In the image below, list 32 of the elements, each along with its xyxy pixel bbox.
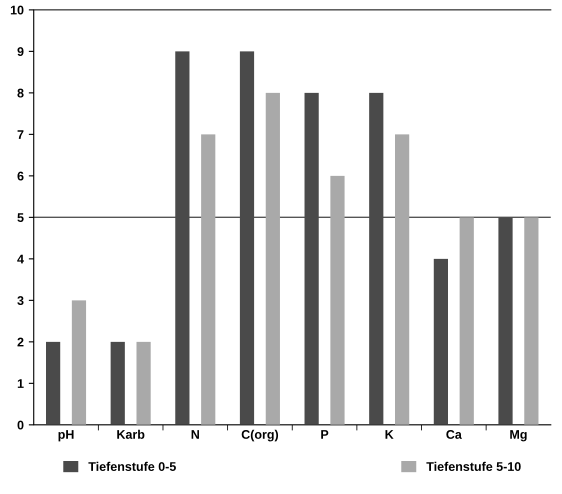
x-tick-label: Ca — [446, 430, 462, 439]
bar — [72, 300, 86, 425]
x-tick-label: N — [192, 430, 199, 439]
bar — [395, 134, 410, 425]
bar — [266, 92, 280, 425]
y-tick-label: 0 — [18, 420, 24, 430]
y-tick-label: 9 — [17, 47, 24, 56]
bar — [46, 342, 60, 425]
x-tick-label: pH — [58, 430, 74, 442]
y-tick-label: 4 — [17, 254, 24, 264]
bar — [330, 176, 345, 425]
y-tick-label: 5 — [17, 213, 24, 222]
y-tick-label: 7 — [18, 130, 24, 139]
legend-label: Tiefenstufe 5-10 — [426, 462, 521, 471]
bar — [434, 258, 448, 425]
y-tick-label: 2 — [17, 338, 24, 346]
bar — [110, 342, 125, 425]
x-tick-label: C(org) — [242, 430, 278, 442]
legend-label: Tiefenstufe 0-5 — [88, 462, 176, 471]
x-tick-label: Karb — [117, 430, 144, 439]
y-tick-label: 8 — [17, 88, 24, 98]
x-tick-label: Mg — [510, 430, 527, 442]
y-tick-label: 1 — [18, 379, 24, 388]
x-tick-label: K — [386, 430, 394, 439]
x-tick-label: P — [321, 430, 328, 439]
bar — [524, 217, 538, 425]
y-tick-label: 6 — [18, 172, 24, 181]
bar — [136, 342, 151, 425]
bar — [460, 217, 474, 425]
bar — [201, 134, 216, 425]
y-tick-label: 10 — [10, 6, 24, 15]
y-tick-label: 3 — [17, 296, 24, 306]
